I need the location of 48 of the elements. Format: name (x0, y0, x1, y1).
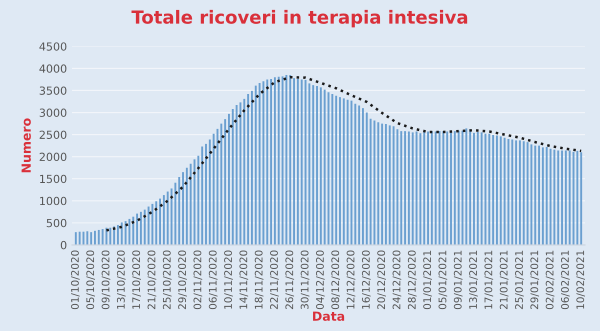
x-tick-label: 20/12/2020 (377, 250, 386, 310)
x-tick-label: 14/11/2020 (239, 250, 248, 309)
x-tick-label: 05/10/2020 (86, 250, 95, 310)
y-tick-label: 3000 (40, 108, 66, 117)
x-tick-label: 12/12/2020 (346, 250, 356, 309)
x-tick-label: 18/11/2020 (254, 250, 264, 309)
y-tick-label: 4500 (39, 42, 66, 51)
x-tick-label: 25/01/2021 (515, 250, 524, 310)
x-tick-label: 22/11/2020 (270, 250, 279, 310)
x-tick-label: 01/10/2020 (70, 250, 80, 310)
x-tick-label: 28/12/2020 (408, 250, 417, 310)
x-tick-label: 24/12/2020 (392, 250, 402, 310)
x-tick-label: 02/02/2021 (546, 250, 554, 310)
y-tick-label: 1000 (40, 196, 66, 206)
x-tick-label: 13/01/2021 (469, 250, 478, 309)
x-tick-label: 01/01/2021 (423, 250, 432, 310)
x-tick-label: 17/01/2021 (484, 250, 494, 309)
y-tick-label: 2000 (40, 152, 66, 162)
x-tick-label: 06/11/2020 (208, 250, 218, 310)
chart-title: Totale ricoveri in terapia intesiva (132, 10, 468, 28)
x-tick-label: 05/01/2021 (438, 250, 448, 310)
x-tick-label: 08/12/2020 (331, 250, 340, 310)
y-tick-label: 0 (60, 240, 66, 250)
y-tick-label: 1500 (40, 174, 66, 184)
line-series (105, 76, 582, 232)
x-axis-title: Data (313, 312, 344, 321)
x-tick-label: 02/11/2020 (193, 250, 202, 310)
x-tick-label: 21/10/2020 (148, 250, 156, 310)
x-tick-label: 13/10/2020 (116, 250, 126, 309)
x-tick-label: 29/10/2020 (178, 250, 187, 310)
x-tick-label: 09/10/2020 (102, 250, 110, 310)
x-tick-label: 10/11/2020 (224, 250, 233, 309)
x-tick-label: 06/02/2021 (561, 250, 570, 310)
x-tick-label: 04/12/2020 (316, 250, 325, 310)
x-tick-label: 16/12/2020 (362, 250, 371, 309)
y-tick-label: 500 (46, 218, 66, 228)
x-tick-label: 10/02/2021 (576, 250, 586, 309)
y-tick-label: 3500 (40, 86, 66, 95)
x-tick-label: 09/01/2021 (454, 250, 463, 310)
x-tick-label: 29/01/2021 (530, 250, 540, 310)
x-tick-label: 26/11/2020 (285, 250, 294, 310)
x-tick-label: 25/10/2020 (162, 250, 172, 310)
y-tick-label: 2500 (40, 130, 66, 139)
x-tick-label: 30/11/2020 (300, 250, 310, 310)
x-tick-label: 17/10/2020 (132, 250, 141, 309)
y-tick-label: 4000 (39, 64, 66, 73)
x-tick-label: 21/01/2021 (500, 250, 508, 310)
y-axis-title: Numero (22, 118, 31, 172)
